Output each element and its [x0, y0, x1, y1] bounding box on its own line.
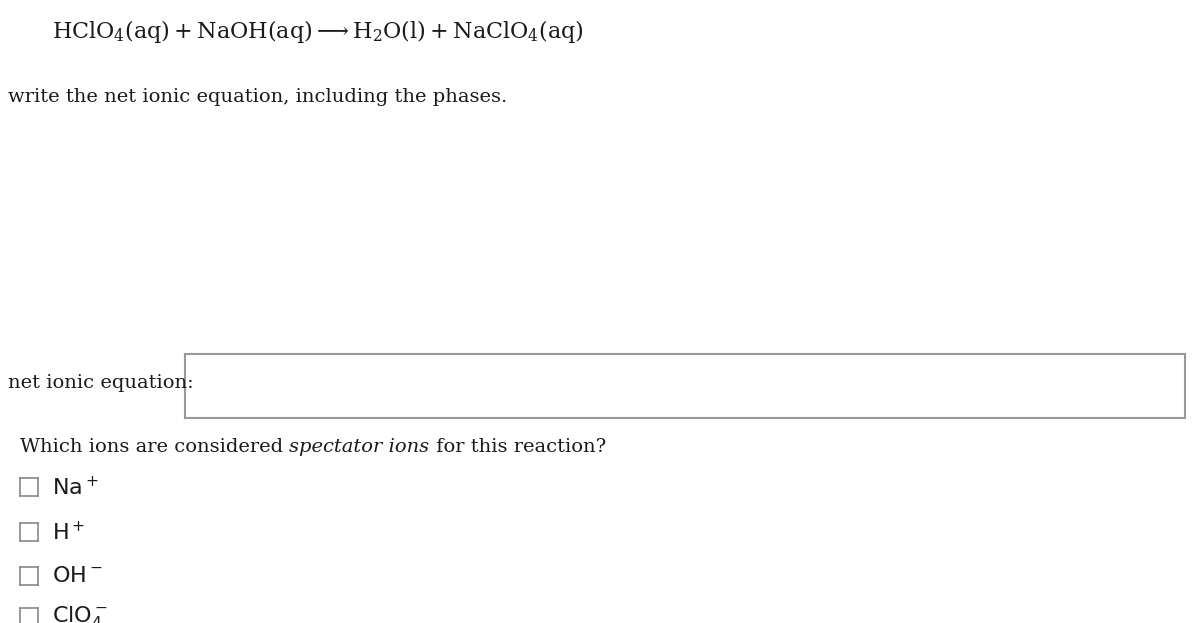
Text: for this reaction?: for this reaction? — [430, 438, 606, 456]
Text: write the net ionic equation, including the phases.: write the net ionic equation, including … — [8, 88, 508, 106]
Text: $\mathrm{Na^+}$: $\mathrm{Na^+}$ — [52, 475, 98, 498]
Text: spectator ions: spectator ions — [289, 438, 430, 456]
Text: Which ions are considered: Which ions are considered — [20, 438, 289, 456]
Text: $\mathregular{HClO_4(aq) + NaOH(aq) \longrightarrow H_2O(l) + NaClO_4(aq)}$: $\mathregular{HClO_4(aq) + NaOH(aq) \lon… — [52, 18, 583, 45]
Text: $\mathrm{H^+}$: $\mathrm{H^+}$ — [52, 520, 85, 544]
Text: $\mathrm{OH^-}$: $\mathrm{OH^-}$ — [52, 566, 103, 586]
Text: $\mathrm{ClO_4^-}$: $\mathrm{ClO_4^-}$ — [52, 604, 108, 623]
Text: net ionic equation:: net ionic equation: — [8, 374, 193, 392]
